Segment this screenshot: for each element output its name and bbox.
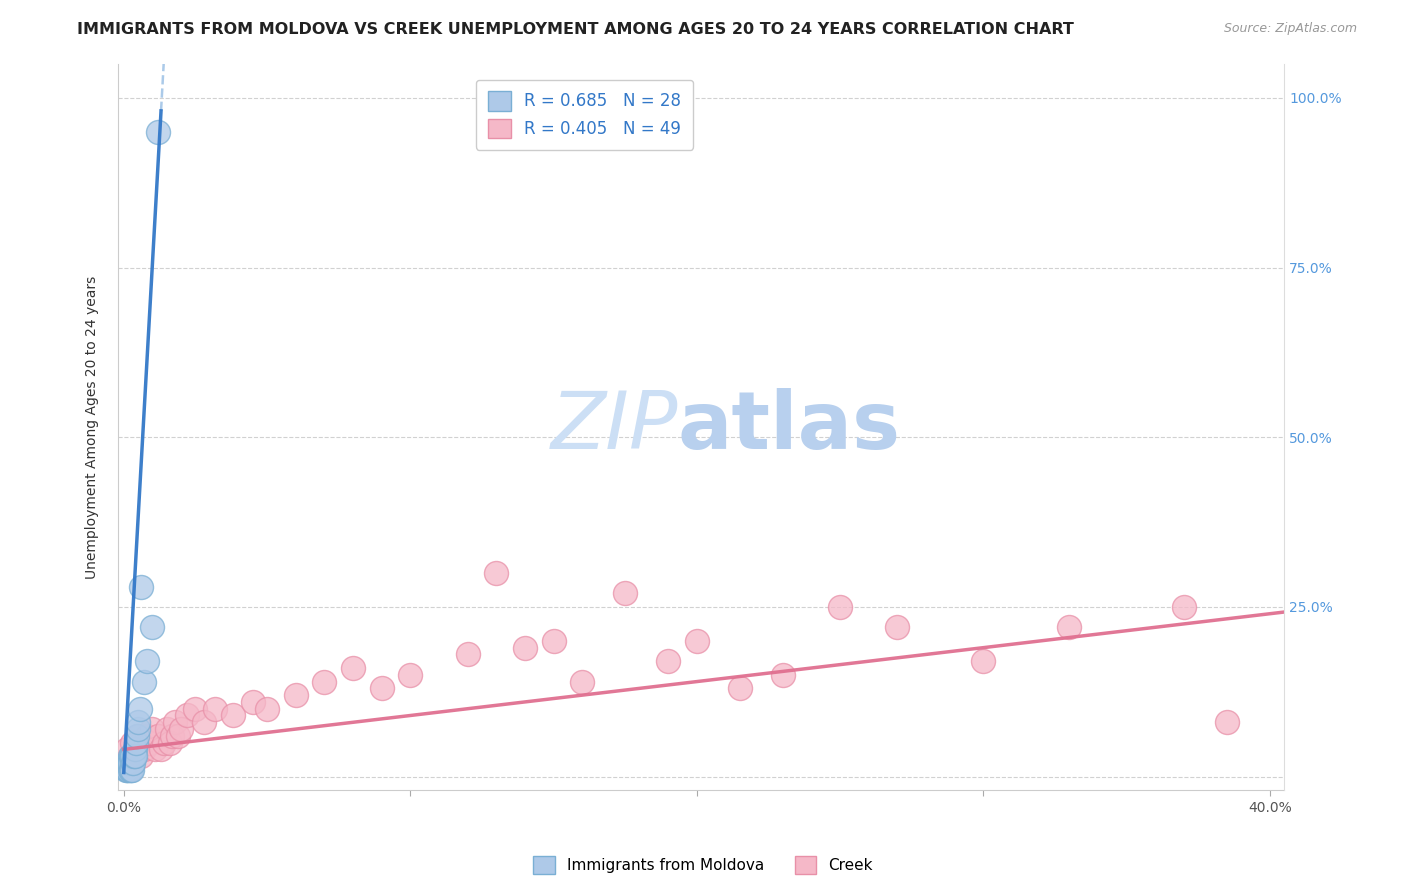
Point (146, 729, 169, 743)
Point (129, 736, 152, 750)
Point (115, 742, 138, 756)
Point (122, 749, 145, 764)
Point (204, 702, 226, 716)
Point (176, 708, 198, 723)
Point (571, 674, 593, 689)
Point (342, 661, 364, 675)
Point (127, 715, 149, 730)
Point (138, 736, 160, 750)
Point (118, 763, 141, 777)
Point (1173, 599, 1195, 614)
Point (193, 715, 215, 730)
Y-axis label: Unemployment Among Ages 20 to 24 years: Unemployment Among Ages 20 to 24 years (86, 276, 100, 579)
Text: IMMIGRANTS FROM MOLDOVA VS CREEK UNEMPLOYMENT AMONG AGES 20 TO 24 YEARS CORRELAT: IMMIGRANTS FROM MOLDOVA VS CREEK UNEMPLO… (77, 22, 1074, 37)
Legend: Immigrants from Moldova, Creek: Immigrants from Moldova, Creek (527, 850, 879, 880)
Point (121, 736, 143, 750)
Point (159, 736, 181, 750)
Point (657, 654, 679, 668)
Point (513, 640, 536, 655)
Point (284, 688, 307, 702)
Point (772, 667, 794, 681)
Point (314, 674, 336, 689)
Point (256, 702, 278, 716)
Point (117, 756, 139, 770)
Point (1216, 715, 1239, 730)
Point (184, 702, 207, 716)
Point (162, 729, 184, 743)
Point (150, 742, 173, 756)
Point (115, 763, 138, 777)
Point (120, 749, 142, 764)
Point (124, 742, 146, 756)
Point (221, 708, 243, 723)
Point (146, 125, 169, 139)
Point (167, 729, 190, 743)
Point (122, 756, 145, 770)
Point (125, 729, 148, 743)
Point (399, 667, 422, 681)
Point (165, 715, 187, 730)
Point (127, 729, 149, 743)
Point (370, 681, 392, 696)
Point (141, 722, 163, 736)
Point (132, 742, 155, 756)
Point (129, 749, 152, 764)
Text: atlas: atlas (678, 388, 901, 467)
Point (124, 742, 146, 756)
Point (118, 749, 141, 764)
Point (141, 620, 163, 634)
Point (242, 695, 264, 709)
Point (125, 736, 148, 750)
Point (614, 586, 637, 600)
Point (830, 599, 852, 614)
Point (129, 580, 152, 594)
Text: Source: ZipAtlas.com: Source: ZipAtlas.com (1223, 22, 1357, 36)
Point (118, 756, 141, 770)
Point (124, 749, 146, 764)
Point (156, 722, 179, 736)
Point (120, 763, 142, 777)
Point (728, 681, 751, 696)
Point (120, 756, 142, 770)
Point (135, 654, 157, 668)
Point (128, 702, 150, 716)
Point (1059, 620, 1081, 634)
Point (117, 763, 139, 777)
Point (135, 729, 157, 743)
Text: ZIP: ZIP (551, 388, 678, 467)
Point (485, 566, 508, 580)
Point (143, 742, 166, 756)
Point (121, 749, 143, 764)
Point (972, 654, 994, 668)
Point (686, 633, 709, 648)
Legend: R = 0.685   N = 28, R = 0.405   N = 49: R = 0.685 N = 28, R = 0.405 N = 49 (477, 79, 693, 150)
Point (127, 722, 149, 736)
Point (153, 736, 176, 750)
Point (118, 749, 141, 764)
Point (121, 763, 143, 777)
Point (886, 620, 908, 634)
Point (121, 756, 143, 770)
Point (115, 763, 138, 777)
Point (170, 722, 193, 736)
Point (115, 756, 138, 770)
Point (132, 674, 155, 689)
Point (543, 633, 565, 648)
Point (457, 648, 479, 662)
